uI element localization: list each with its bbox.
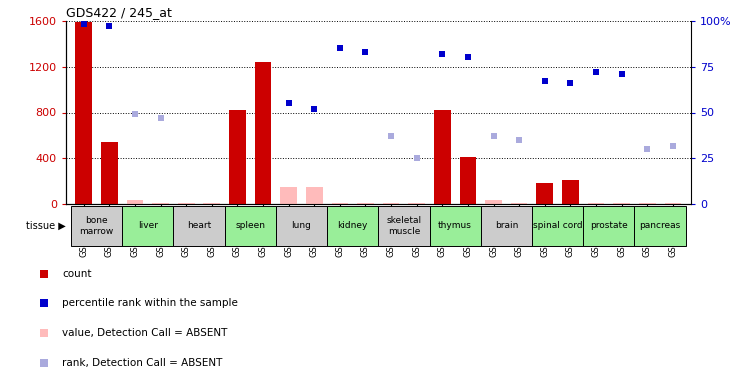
Bar (613, 202, 630, 204)
Bar (75, 22, 92, 204)
Bar (639, 202, 656, 204)
Bar (562, 180, 579, 204)
Bar (276, 206, 327, 246)
Text: spinal cord: spinal cord (533, 221, 583, 230)
Bar (460, 157, 477, 204)
Bar (588, 202, 605, 204)
Text: GDS422 / 245_at: GDS422 / 245_at (66, 6, 172, 20)
Bar (532, 206, 583, 246)
Text: lung: lung (292, 221, 311, 230)
Bar (173, 206, 224, 246)
Bar (152, 202, 169, 204)
Text: rank, Detection Call = ABSENT: rank, Detection Call = ABSENT (62, 358, 222, 368)
Text: percentile rank within the sample: percentile rank within the sample (62, 298, 238, 308)
Bar (379, 206, 430, 246)
Bar (357, 202, 374, 204)
Bar (327, 206, 379, 246)
Bar (178, 202, 194, 204)
Bar (332, 202, 348, 204)
Text: thymus: thymus (438, 221, 472, 230)
Text: tissue ▶: tissue ▶ (26, 221, 65, 231)
Text: value, Detection Call = ABSENT: value, Detection Call = ABSENT (62, 328, 227, 338)
Bar (430, 206, 481, 246)
Text: pancreas: pancreas (640, 221, 681, 230)
Text: spleen: spleen (235, 221, 265, 230)
Bar (537, 183, 553, 204)
Text: prostate: prostate (590, 221, 628, 230)
Bar (383, 202, 399, 204)
Text: count: count (62, 268, 91, 279)
Text: kidney: kidney (338, 221, 368, 230)
Bar (635, 206, 686, 246)
Bar (583, 206, 635, 246)
Bar (224, 206, 276, 246)
Bar (126, 200, 143, 204)
Text: bone
marrow: bone marrow (80, 216, 113, 236)
Bar (122, 206, 173, 246)
Bar (306, 187, 322, 204)
Bar (101, 142, 118, 204)
Bar (511, 202, 528, 204)
Bar (485, 200, 502, 204)
Text: heart: heart (187, 221, 211, 230)
Bar (664, 202, 681, 204)
Bar (280, 187, 297, 204)
Bar (71, 206, 122, 246)
Bar (254, 62, 271, 204)
Text: brain: brain (495, 221, 518, 230)
Bar (434, 110, 450, 204)
Bar (409, 202, 425, 204)
Text: skeletal
muscle: skeletal muscle (387, 216, 422, 236)
Bar (203, 202, 220, 204)
Bar (481, 206, 532, 246)
Bar (229, 110, 246, 204)
Text: liver: liver (137, 221, 158, 230)
